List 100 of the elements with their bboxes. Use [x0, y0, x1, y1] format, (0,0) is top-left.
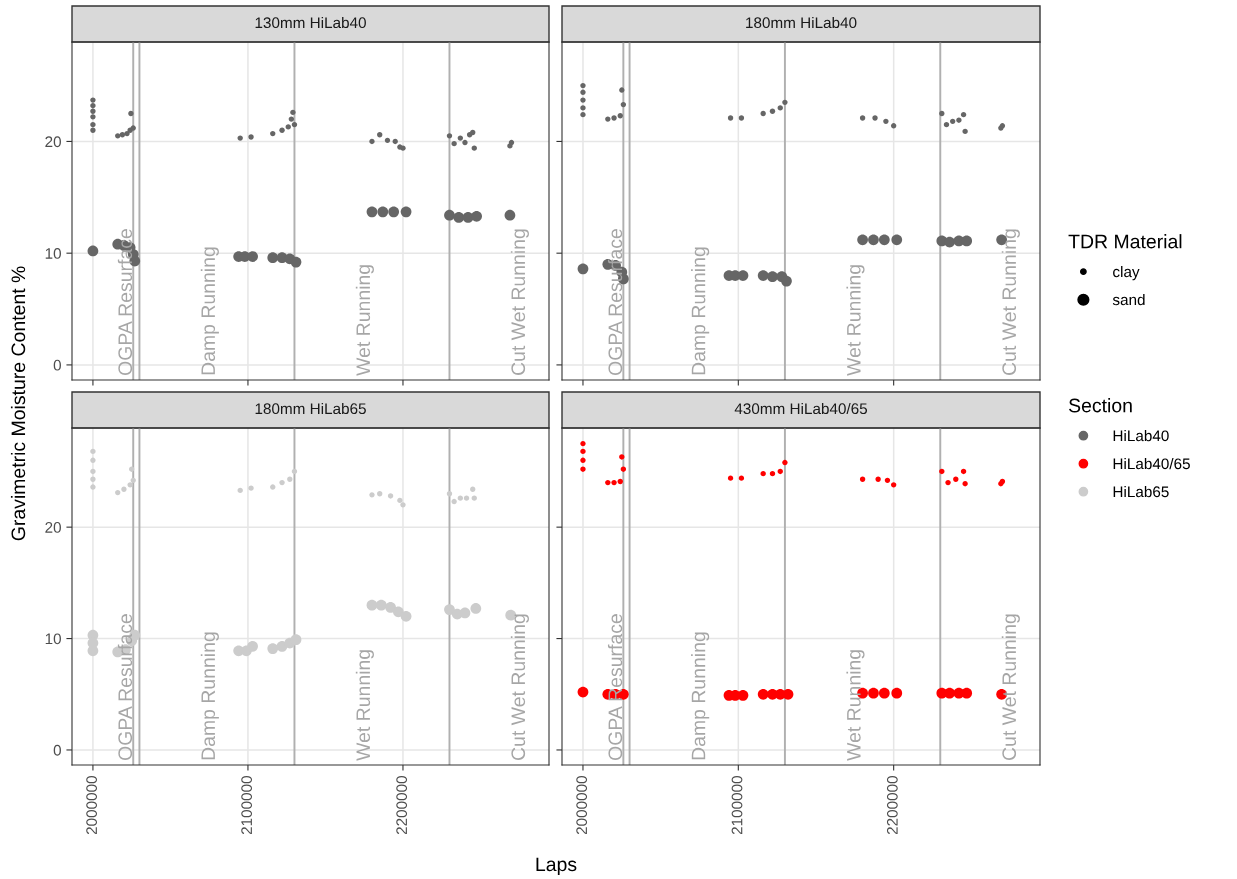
- point: [119, 132, 126, 138]
- point: [960, 111, 967, 118]
- point: [953, 476, 959, 482]
- point: [237, 487, 243, 494]
- point: [459, 607, 471, 619]
- point: [385, 601, 396, 613]
- point: [287, 476, 293, 482]
- point: [270, 130, 276, 137]
- point: [777, 105, 783, 111]
- point: [891, 687, 903, 699]
- point: [767, 271, 778, 283]
- point: [387, 493, 394, 499]
- point: [463, 495, 470, 501]
- point: [124, 130, 130, 137]
- point: [377, 206, 389, 218]
- point: [366, 206, 378, 218]
- point: [267, 643, 279, 654]
- point: [868, 234, 879, 246]
- annotation: OGPA Resurface: [607, 229, 623, 376]
- point: [760, 110, 766, 117]
- x-tick-label: 2200000: [396, 776, 408, 835]
- y-tick-label: 10: [45, 633, 61, 645]
- point: [90, 468, 96, 475]
- point: [115, 133, 121, 139]
- point: [781, 275, 792, 287]
- point: [471, 495, 477, 501]
- point: [890, 123, 897, 129]
- point: [291, 121, 298, 128]
- x-tick-label: 2000000: [86, 776, 98, 835]
- point: [279, 479, 285, 486]
- point: [580, 82, 586, 89]
- chart-title: 130mm HiLab40: [255, 16, 366, 29]
- annotation: Cut Wet Running: [510, 229, 529, 375]
- annotation: Cut Wet Running: [1001, 229, 1020, 375]
- point: [444, 209, 455, 221]
- point: [444, 604, 455, 615]
- point: [457, 135, 464, 141]
- point: [470, 486, 476, 492]
- point: [962, 128, 968, 135]
- point: [619, 454, 625, 460]
- point: [451, 140, 457, 147]
- point: [90, 97, 96, 103]
- x-tick-label: 2100000: [731, 776, 743, 835]
- point: [757, 270, 769, 281]
- point: [130, 477, 136, 484]
- point: [580, 440, 586, 447]
- annotation: Damp Running: [691, 632, 710, 760]
- point: [90, 457, 96, 463]
- point: [90, 121, 96, 128]
- y-tick-label: 20: [45, 136, 61, 148]
- annotation: OGPA Resurface: [117, 614, 133, 761]
- point: [769, 470, 776, 477]
- point: [883, 118, 889, 125]
- annotation: Cut Wet Running: [1001, 614, 1020, 760]
- point: [462, 139, 468, 146]
- x-axis-title: Laps: [536, 857, 577, 876]
- point: [605, 116, 611, 122]
- point: [620, 466, 627, 472]
- point: [270, 484, 276, 490]
- point: [872, 115, 878, 121]
- y-tick-label: 0: [53, 359, 61, 371]
- point: [878, 687, 890, 699]
- x-tick-label: 2200000: [886, 776, 898, 835]
- annotation: Wet Running: [846, 265, 865, 376]
- point: [115, 489, 121, 496]
- point: [504, 209, 516, 221]
- point: [875, 476, 881, 482]
- point: [237, 135, 243, 141]
- annotation: OGPA Resurface: [607, 614, 623, 761]
- point: [400, 610, 412, 622]
- point: [727, 475, 734, 481]
- point: [90, 127, 96, 133]
- text: clay: [1113, 265, 1140, 281]
- point: [620, 101, 627, 108]
- point: [471, 145, 477, 151]
- point: [285, 124, 291, 130]
- point: [944, 687, 955, 699]
- text: sand: [1112, 293, 1145, 306]
- point: [580, 466, 586, 472]
- point: [384, 137, 391, 144]
- point: [457, 495, 464, 501]
- legend-title: TDR Material: [1068, 234, 1182, 249]
- point: [392, 138, 398, 145]
- point: [580, 105, 586, 111]
- point: [90, 108, 96, 114]
- point: [291, 468, 298, 475]
- annotation: OGPA Resurface: [117, 229, 133, 376]
- point: [859, 115, 866, 121]
- point: [605, 479, 611, 486]
- point: [446, 133, 453, 139]
- point: [577, 263, 589, 275]
- annotation: Damp Running: [200, 247, 219, 375]
- point: [950, 118, 956, 125]
- point: [727, 115, 734, 121]
- point: [782, 459, 788, 466]
- point: [247, 640, 258, 652]
- point: [392, 606, 404, 618]
- point: [290, 109, 296, 116]
- point: [939, 468, 945, 475]
- point: [945, 479, 951, 486]
